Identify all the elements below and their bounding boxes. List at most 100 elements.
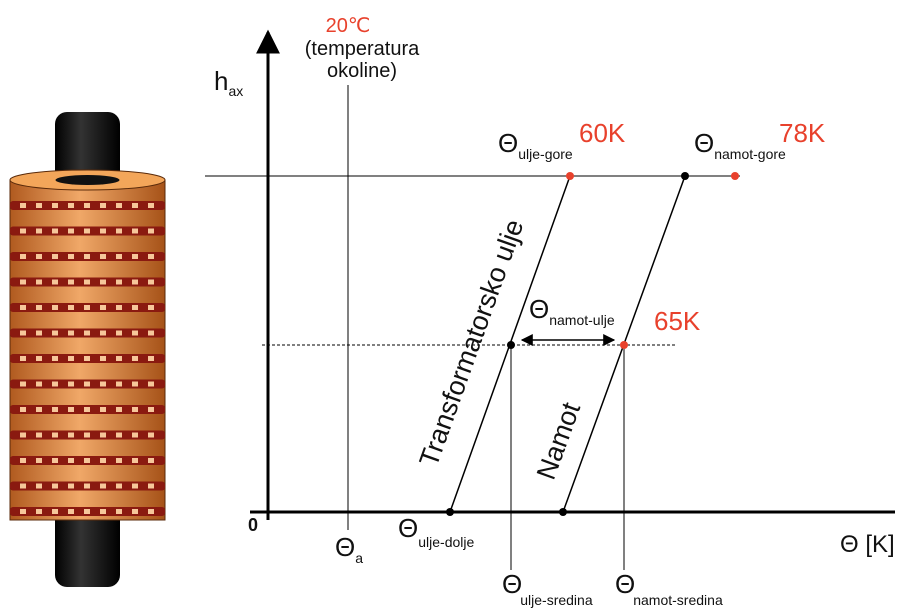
label: Θulje-dolje [398,513,474,550]
point [731,172,739,180]
winding-band [132,279,138,285]
point [446,508,454,516]
winding-band [148,356,154,361]
winding-band [36,279,42,285]
winding-band [20,356,26,361]
y-axis-label: hax [214,66,243,99]
winding-band [148,203,154,208]
winding-band [52,509,58,514]
ambient-note: okoline) [327,60,397,82]
winding-band [116,330,122,336]
winding-band [20,279,26,285]
winding-band [148,407,154,412]
winding-band [68,458,74,463]
winding-band [20,305,26,310]
winding-band [148,432,154,438]
symbol: Θ [502,569,522,599]
winding-band [116,305,122,310]
winding-band [100,330,106,336]
winding-band [132,330,138,336]
symbol: Θ [498,128,518,158]
symbol: Θ [529,294,549,324]
winding-band [132,228,138,234]
points [446,172,739,516]
subscript: ulje-gore [518,146,573,162]
winding-band [68,279,74,285]
winding-band [100,458,106,463]
winding-band [100,305,106,310]
winding-band [20,458,26,463]
ambient-note: (temperatura [305,38,420,60]
label: Θnamot-gore [694,128,786,162]
winding-band [100,203,106,208]
winding-band [84,407,90,412]
winding-band [100,254,106,259]
winding-band [84,203,90,208]
winding-band [36,407,42,412]
winding-band [116,458,122,463]
winding-band [100,381,106,387]
winding-band [84,509,90,514]
winding-band [148,381,154,387]
winding-band [36,509,42,514]
winding-band [100,407,106,412]
winding-band [68,432,74,438]
winding-band [52,483,58,489]
winding-band [52,228,58,234]
winding-band [148,279,154,285]
winding-band [20,509,26,514]
value-label: 60K [579,118,626,148]
winding-band [132,381,138,387]
symbol: Θ [615,569,635,599]
winding-band [132,509,138,514]
winding-band [36,483,42,489]
label: Θa [335,532,363,566]
winding-band [20,381,26,387]
winding-band [36,254,42,259]
subscript: ulje-dolje [418,534,474,550]
value-label: 78K [779,118,826,148]
subscript: namot-ulje [549,312,615,328]
winding-band [52,458,58,463]
winding-band [68,407,74,412]
coil [9,112,166,587]
subscript: namot-gore [714,146,786,162]
winding-band [116,483,122,489]
winding-band [132,305,138,310]
subscript: namot-sredina [633,592,723,608]
winding-band [100,356,106,361]
winding-band [68,330,74,336]
symbol: h [214,66,228,96]
winding-band [20,432,26,438]
winding-band [116,228,122,234]
winding-band [36,203,42,208]
winding-band [100,279,106,285]
subscript: a [355,550,363,566]
winding-band [132,432,138,438]
winding-band [132,254,138,259]
winding-band [20,483,26,489]
winding-band [100,432,106,438]
winding-band [84,381,90,387]
symbol: Θ [398,513,418,543]
winding-band [20,254,26,259]
point [681,172,689,180]
value-label: 65K [654,306,701,336]
label: Θulje-gore [498,128,573,162]
x-axis-label: Θ [K] [840,531,895,558]
subscript: ax [228,83,243,99]
winding-band [148,458,154,463]
winding-band [52,356,58,361]
winding-band [84,279,90,285]
winding-band [148,254,154,259]
winding-band [52,305,58,310]
winding-band [52,330,58,336]
winding-band [84,228,90,234]
point [566,172,574,180]
winding-band [132,407,138,412]
winding-band [100,228,106,234]
winding-band [84,458,90,463]
